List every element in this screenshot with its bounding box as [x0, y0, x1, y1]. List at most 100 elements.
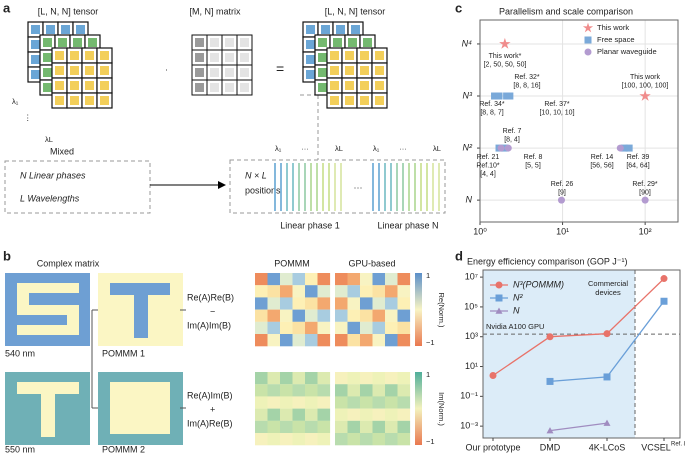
cell-fill: [240, 53, 249, 62]
cell-fill: [88, 38, 97, 47]
label: positions: [245, 185, 281, 195]
pattern: [17, 305, 79, 315]
label: ⋮: [24, 113, 32, 122]
cell-fill: [360, 96, 369, 105]
heatmap-cell: [255, 334, 268, 347]
heatmap-cell: [335, 321, 348, 335]
heatmap-cell: [385, 384, 398, 397]
heatmap-cell: [255, 384, 268, 397]
heatmap-cell: [255, 321, 268, 335]
heatmap-cell: [305, 297, 318, 310]
heatmap-cell: [335, 420, 348, 434]
point: [603, 373, 611, 381]
heatmap-cell: [397, 420, 411, 434]
cell-fill: [43, 83, 52, 92]
point: [584, 48, 592, 56]
heatmap-cell: [267, 384, 281, 397]
x-tick-label: VCSEL: [641, 442, 671, 452]
cell-fill: [195, 83, 204, 92]
legend-label: N: [513, 305, 520, 315]
heatmap-cell: [317, 297, 331, 310]
heatmap-cell: [335, 372, 348, 385]
label: 550 nm: [5, 444, 35, 454]
heatmap-cell: [360, 285, 373, 298]
cell-fill: [318, 83, 327, 92]
annotation: Ref. 39: [627, 154, 650, 161]
label: GPU-based: [348, 258, 395, 268]
y-tick-label: 10⁷: [465, 271, 478, 281]
heatmap-cell: [360, 309, 373, 322]
label: [L, N, N] tensor: [325, 6, 386, 16]
label: λL: [433, 144, 441, 153]
cell-fill: [360, 66, 369, 75]
plot-frame: [482, 269, 681, 439]
plot-frame: [479, 19, 679, 223]
heatmap-cell: [280, 433, 293, 446]
point: [641, 196, 649, 204]
heatmap-cell: [385, 334, 398, 347]
heatmap-cell: [385, 309, 398, 322]
legend-label: Planar waveguide: [597, 47, 657, 56]
heatmap-cell: [397, 309, 411, 322]
cell-fill: [55, 81, 64, 90]
label: Linear phase 1: [280, 220, 340, 230]
chart-title: Energy efficiency comparison (GOP J⁻¹): [467, 256, 627, 266]
heatmap-cell: [305, 433, 318, 446]
point: [620, 144, 628, 152]
cell-fill: [61, 25, 70, 34]
heatmap-cell: [372, 297, 386, 310]
label: [L, N, N] tensor: [38, 6, 99, 16]
cell-fill: [46, 25, 55, 34]
heatmap-cell: [267, 420, 281, 434]
cell-fill: [31, 40, 40, 49]
annotation: [9]: [558, 189, 566, 196]
point: [495, 92, 503, 100]
y-tick-label: 10⁵: [464, 301, 478, 311]
heatmap-cell: [360, 297, 373, 310]
heatmap-cell: [317, 433, 331, 446]
cell-fill: [100, 51, 109, 60]
point: [603, 330, 611, 338]
pattern: [134, 283, 148, 338]
y-tick-label: 10⁻³: [460, 421, 478, 431]
cell-fill: [70, 96, 79, 105]
x-tick-label: 10¹: [556, 226, 569, 236]
heatmap-cell: [335, 433, 348, 446]
heatmap-cell: [385, 372, 398, 385]
label: λ₁: [275, 144, 282, 153]
heatmap-cell: [385, 420, 398, 434]
x-tick-label: DMD: [540, 442, 561, 452]
heatmap-cell: [360, 420, 373, 434]
annotation: This work: [630, 74, 660, 81]
cell-fill: [43, 38, 52, 47]
heatmap-cell: [280, 334, 293, 347]
annotation: Ref. 37*: [544, 101, 570, 108]
heatmap-cell: [372, 285, 386, 298]
heatmap-cell: [347, 297, 361, 310]
heatmap-cell: [397, 321, 411, 335]
label: POMMM: [274, 258, 310, 268]
heatmap-cell: [347, 420, 361, 434]
heatmap-cell: [292, 396, 306, 409]
point: [603, 419, 611, 426]
label: POMMM 2: [102, 444, 145, 454]
pattern: [110, 382, 170, 434]
heatmap-cell: [397, 396, 411, 409]
cell-fill: [225, 68, 234, 77]
cell-fill: [363, 38, 372, 47]
cell-fill: [240, 83, 249, 92]
y-tick-label: N: [466, 195, 473, 205]
label: Linear phase N: [377, 220, 438, 230]
cell-fill: [43, 53, 52, 62]
cell-fill: [31, 70, 40, 79]
annotation: [90]: [639, 189, 651, 196]
heatmap-cell: [267, 433, 281, 446]
label: λ₁: [373, 144, 380, 153]
point: [660, 275, 668, 283]
heatmap-cell: [385, 433, 398, 446]
y-tick-label: N²: [463, 142, 473, 152]
point: [495, 307, 503, 314]
cell-fill: [100, 81, 109, 90]
y-tick-label: 10³: [465, 331, 478, 341]
